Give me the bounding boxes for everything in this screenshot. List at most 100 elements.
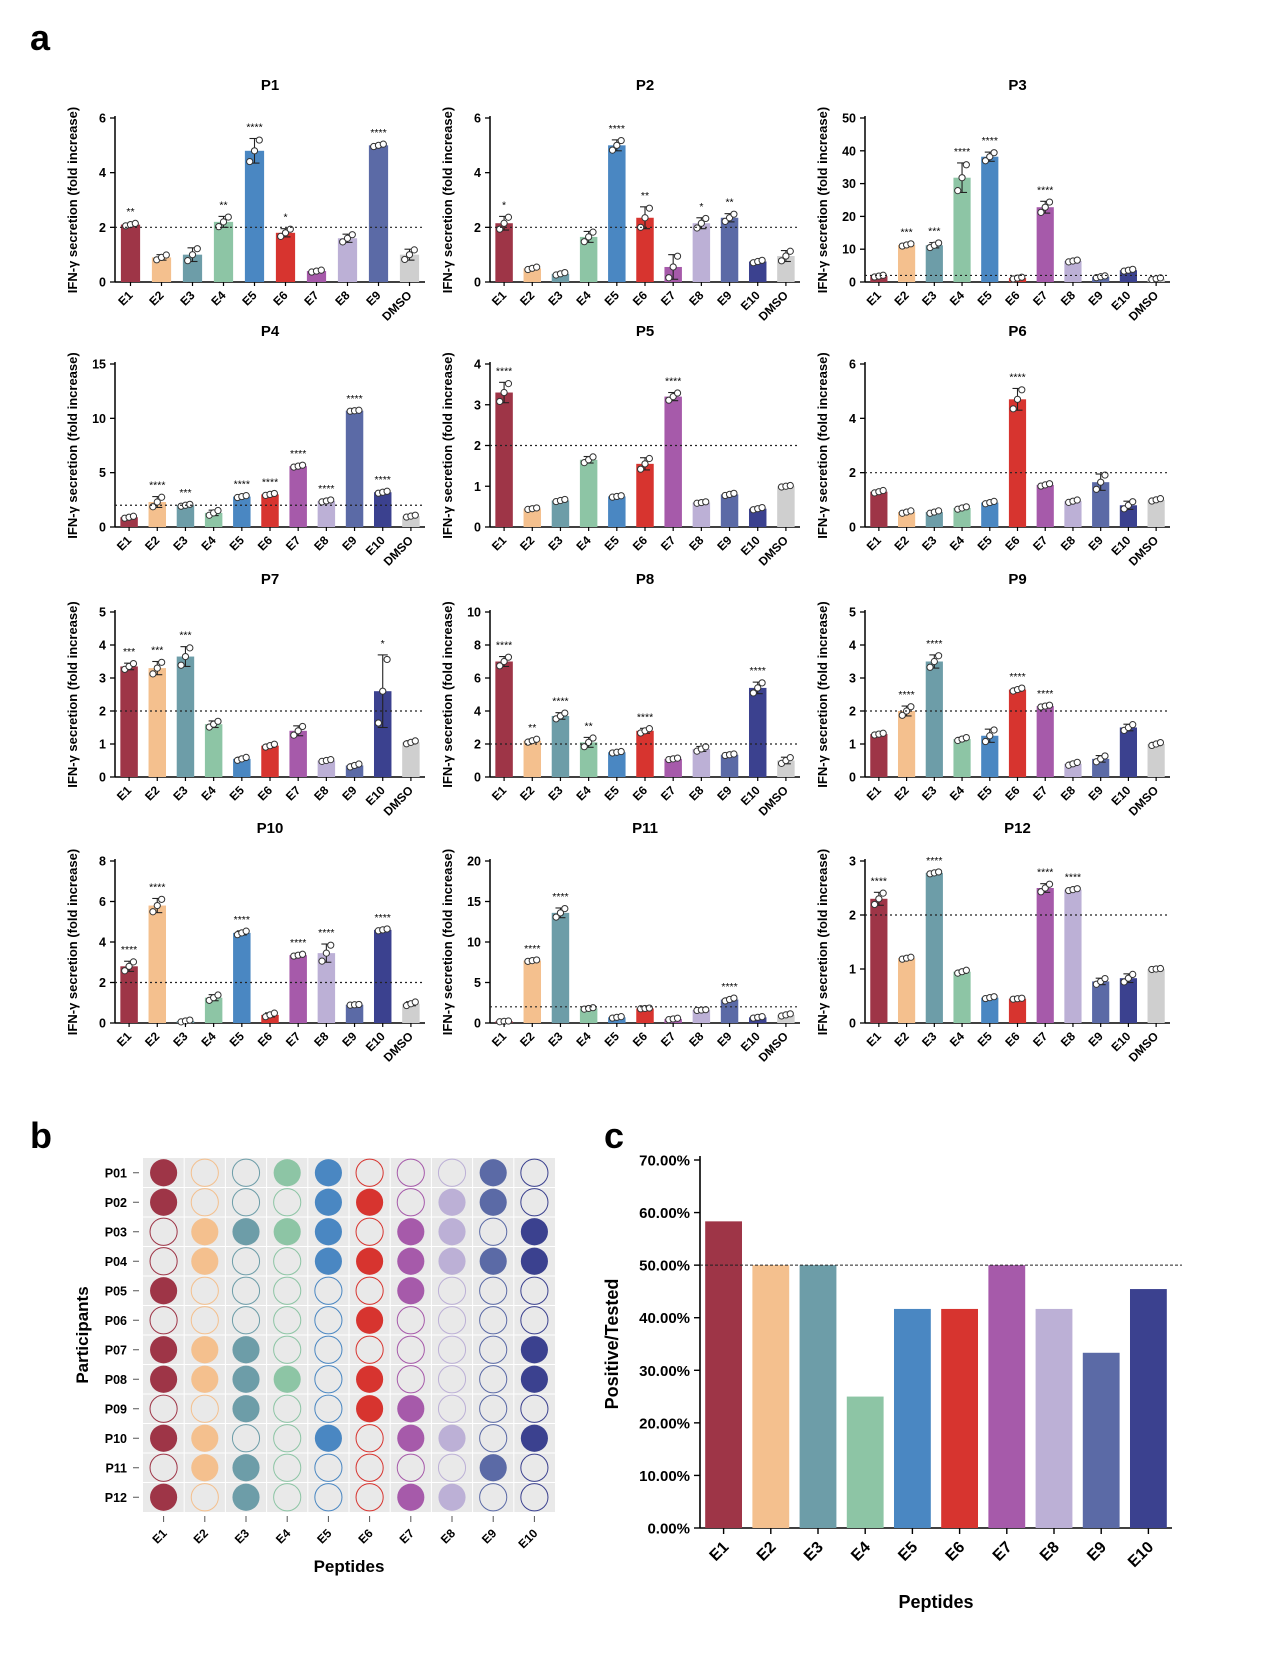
y-tick-label: 2 xyxy=(849,909,856,923)
data-point xyxy=(405,251,414,259)
significance-label: **** xyxy=(234,914,250,926)
data-point xyxy=(730,210,738,218)
bar-dmso xyxy=(777,486,795,527)
y-tick-label: 10 xyxy=(467,936,481,950)
negative-dot xyxy=(437,1335,467,1364)
y-axis-label: IFN-γ secretion (fold increase) xyxy=(65,352,80,538)
x-tick-label: DMSO xyxy=(1126,533,1161,568)
positive-dot xyxy=(273,1365,301,1393)
significance-label: **** xyxy=(496,640,512,652)
negative-dot xyxy=(396,1335,425,1364)
data-point xyxy=(641,214,649,222)
participant-label: P06 xyxy=(105,1314,127,1328)
y-axis-label: IFN-γ secretion (fold increase) xyxy=(815,352,830,538)
y-tick-label: 0 xyxy=(474,771,481,785)
data-point xyxy=(613,141,621,149)
bar-e9 xyxy=(345,1004,364,1023)
y-tick-label: 2 xyxy=(849,705,856,719)
data-point xyxy=(500,219,508,227)
data-point xyxy=(990,497,998,505)
positive-dot xyxy=(232,1454,260,1482)
significance-label: **** xyxy=(982,135,998,147)
chart-title: P3 xyxy=(1008,77,1026,94)
x-tick-label: E7 xyxy=(1030,288,1051,309)
y-tick-label: 8 xyxy=(99,855,106,869)
data-point xyxy=(749,689,757,697)
data-point xyxy=(673,1014,682,1022)
bar-e4 xyxy=(953,739,971,777)
bar-e1 xyxy=(495,661,513,777)
negative-dot xyxy=(231,1158,261,1187)
y-tick-label: 4 xyxy=(99,639,106,653)
data-point xyxy=(298,461,307,469)
x-tick-label: E2 xyxy=(891,1029,912,1050)
bar-e1 xyxy=(495,223,513,282)
data-point xyxy=(1101,974,1109,983)
x-tick-label: E8 xyxy=(686,288,707,309)
data-point xyxy=(255,136,263,144)
x-tick-label: E6 xyxy=(255,783,276,804)
bar-e7 xyxy=(988,1265,1026,1528)
data-point xyxy=(645,1004,653,1012)
x-tick-label: E9 xyxy=(1086,288,1107,309)
x-tick-label: E1 xyxy=(489,288,510,309)
y-tick-label: 6 xyxy=(99,895,106,909)
x-tick-label: E4 xyxy=(208,288,229,309)
y-tick-label: 0 xyxy=(474,521,481,535)
x-tick-label: E2 xyxy=(517,288,538,309)
x-tick-label: E2 xyxy=(142,1029,163,1050)
data-point xyxy=(962,503,970,511)
bar-e1 xyxy=(495,392,513,527)
y-tick-label: 4 xyxy=(474,358,481,372)
bar-e10 xyxy=(1119,978,1138,1023)
data-point xyxy=(129,512,138,520)
data-point xyxy=(782,252,790,260)
significance-label: **** xyxy=(290,937,306,949)
data-point xyxy=(411,998,419,1006)
negative-dot xyxy=(396,1158,425,1187)
significance-label: ** xyxy=(219,199,227,211)
x-tick-label: E2 xyxy=(517,533,538,554)
x-tick-label: E10 xyxy=(1125,1539,1157,1571)
significance-label: **** xyxy=(1009,671,1025,683)
participant-label: P02 xyxy=(105,1196,127,1210)
negative-dot xyxy=(149,1247,178,1276)
x-tick-label: DMSO xyxy=(1126,288,1161,323)
x-tick-label: E4 xyxy=(573,288,594,309)
data-point xyxy=(158,493,166,501)
x-tick-label: E3 xyxy=(177,288,198,309)
bar-e2 xyxy=(897,244,916,282)
y-tick-label: 20 xyxy=(467,855,481,869)
bar-e3 xyxy=(925,245,943,282)
x-tick-label: E1 xyxy=(114,783,135,804)
y-tick-label: 1 xyxy=(474,480,481,494)
negative-dot xyxy=(314,1306,343,1335)
y-tick-label: 40 xyxy=(842,144,856,158)
x-tick-label: E3 xyxy=(232,1526,253,1547)
data-point xyxy=(327,496,335,504)
bar-e3 xyxy=(551,912,570,1023)
negative-dot xyxy=(355,1276,384,1305)
y-tick-label: 10.00% xyxy=(639,1468,690,1485)
positive-dot xyxy=(150,1336,178,1364)
panel-c-bar-chart: 0.00% 10.00% 20.00% 30.00% 40.00% 50.00% 60.00… xyxy=(602,1153,1182,1612)
data-point xyxy=(958,174,966,182)
data-point xyxy=(730,994,738,1002)
x-tick-label: E2 xyxy=(142,783,163,804)
data-point xyxy=(214,506,222,515)
y-tick-label: 3 xyxy=(99,672,106,686)
panel-a-p10: P10 IFN-γ secretion (fold increase) 0 2 4 6 8 *… xyxy=(65,820,425,1065)
significance-label: *** xyxy=(179,630,191,642)
x-tick-label: E7 xyxy=(1030,1029,1051,1050)
negative-dot xyxy=(479,1483,508,1512)
significance-label: * xyxy=(381,638,385,650)
positive-dot xyxy=(397,1395,425,1423)
data-point xyxy=(294,727,302,735)
data-point xyxy=(907,953,915,961)
y-tick-label: 6 xyxy=(474,112,481,126)
negative-dot xyxy=(190,1158,219,1187)
data-point xyxy=(1045,880,1054,888)
significance-label: *** xyxy=(151,645,163,657)
positive-dot xyxy=(479,1159,507,1187)
negative-dot xyxy=(273,1306,302,1335)
